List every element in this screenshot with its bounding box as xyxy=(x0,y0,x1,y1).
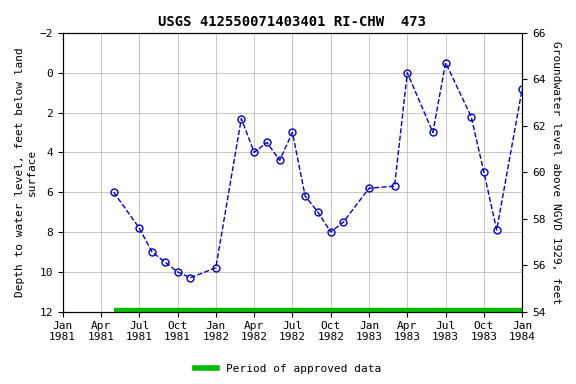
Legend: Period of approved data: Period of approved data xyxy=(191,359,385,379)
Y-axis label: Groundwater level above NGVD 1929, feet: Groundwater level above NGVD 1929, feet xyxy=(551,41,561,304)
Title: USGS 412550071403401 RI-CHW  473: USGS 412550071403401 RI-CHW 473 xyxy=(158,15,426,29)
Y-axis label: Depth to water level, feet below land
surface: Depth to water level, feet below land su… xyxy=(15,47,37,297)
